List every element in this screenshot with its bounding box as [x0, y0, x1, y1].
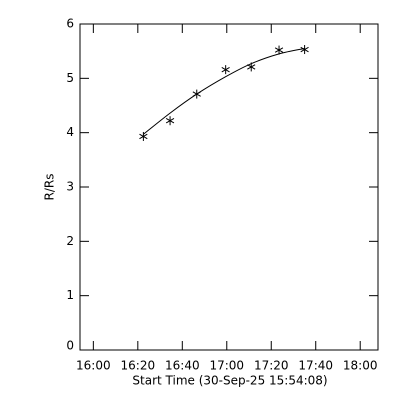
y-axis-label: R/Rs	[43, 174, 57, 201]
asterisk-stroke	[139, 133, 148, 140]
x-tick-label: 17:00	[209, 359, 244, 373]
y-tick-label: 3	[66, 180, 74, 194]
y-tick-label: 4	[66, 125, 74, 139]
y-tick-label: 6	[66, 17, 74, 31]
data-point	[221, 65, 230, 75]
asterisk-stroke	[300, 46, 309, 53]
y-tick-label: 1	[66, 288, 74, 302]
y-tick-label: 2	[66, 234, 74, 248]
x-tick-label: 17:20	[254, 359, 289, 373]
x-tick-label: 16:00	[76, 359, 111, 373]
plot-frame	[79, 23, 379, 351]
asterisk-stroke	[221, 66, 230, 73]
data-point	[139, 131, 148, 141]
data-point	[274, 45, 284, 55]
asterisk-stroke	[274, 47, 284, 53]
x-tick-label: 18:00	[343, 359, 378, 373]
x-tick-label: 17:40	[298, 359, 333, 373]
x-axis-label: Start Time (30-Sep-25 15:54:08)	[132, 374, 327, 388]
data-point	[300, 45, 309, 55]
x-tick-label: 16:40	[165, 359, 200, 373]
data-point	[165, 116, 175, 126]
asterisk-stroke	[165, 118, 175, 124]
asterisk-stroke	[247, 64, 256, 70]
fit-line	[143, 47, 305, 135]
y-tick-label: 0	[66, 339, 74, 353]
y-tick-label: 5	[66, 71, 74, 85]
x-tick-label: 16:20	[121, 359, 156, 373]
